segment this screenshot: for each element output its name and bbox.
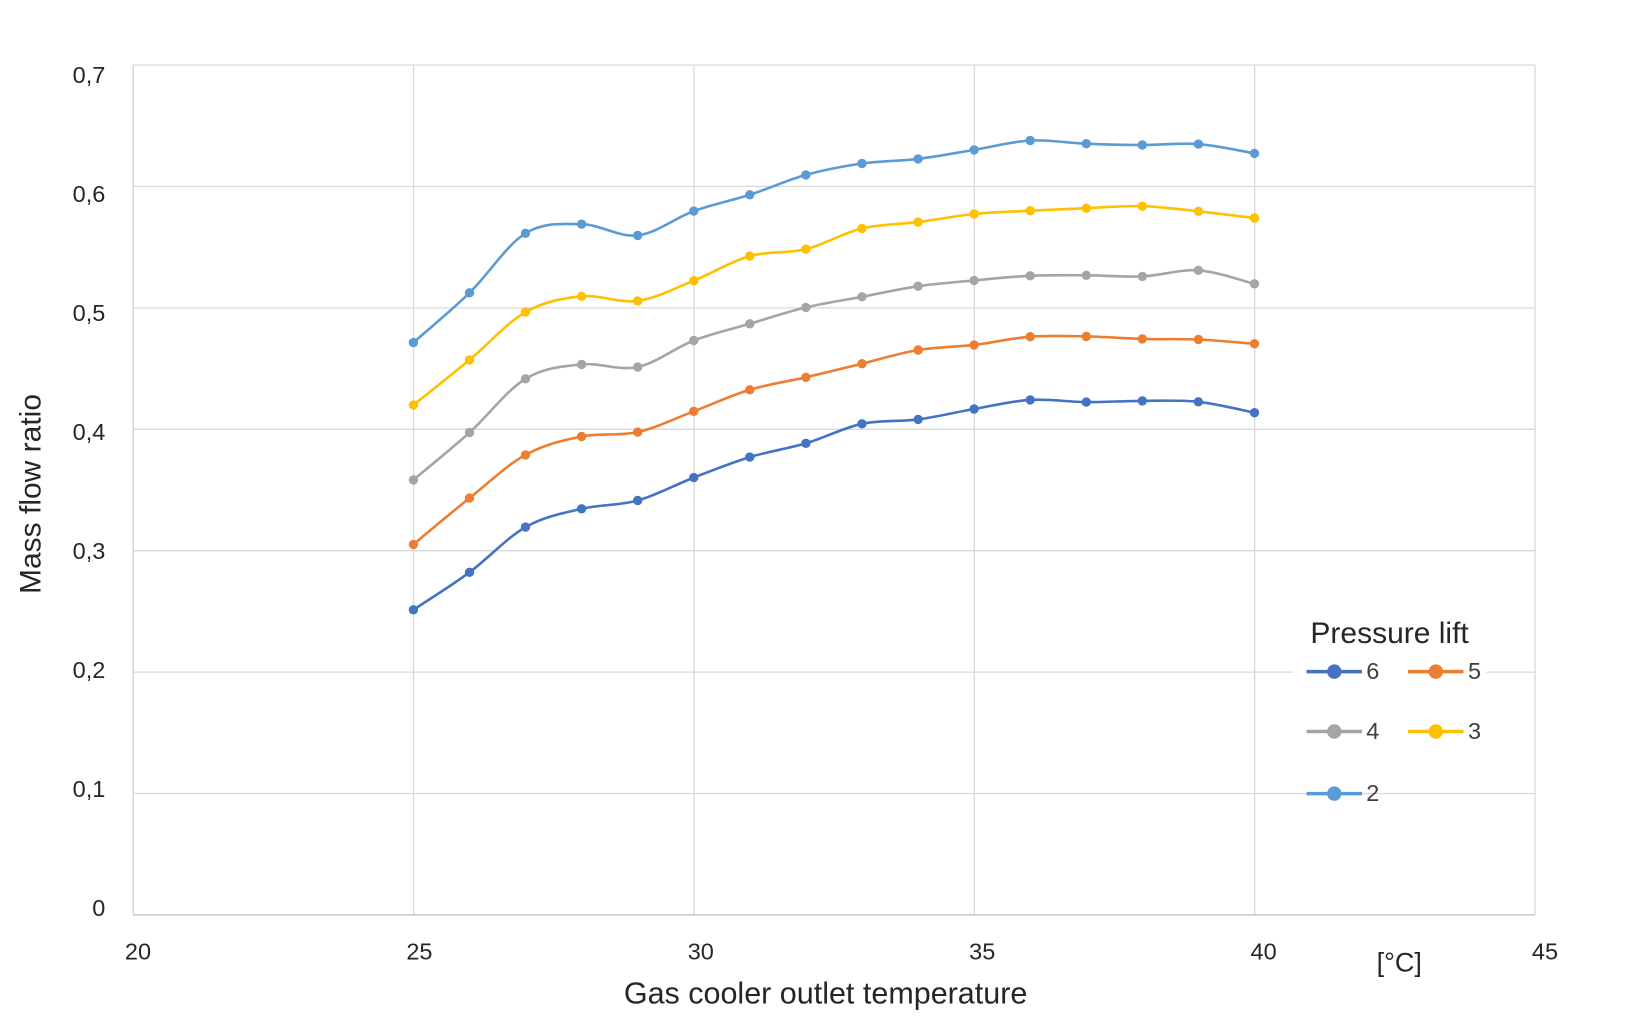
svg-text:20: 20	[125, 939, 151, 965]
svg-text:0,6: 0,6	[73, 181, 106, 207]
svg-text:40: 40	[1251, 939, 1277, 965]
svg-text:2: 2	[1366, 780, 1379, 806]
svg-text:25: 25	[406, 939, 432, 965]
svg-text:5: 5	[1468, 658, 1481, 684]
svg-text:Pressure lift: Pressure lift	[1310, 617, 1469, 650]
svg-text:[°C]: [°C]	[1377, 948, 1422, 978]
svg-text:0,4: 0,4	[73, 419, 106, 445]
svg-text:Gas cooler outlet temperature: Gas cooler outlet temperature	[624, 976, 1028, 1010]
svg-text:0,5: 0,5	[73, 300, 106, 326]
svg-text:Mass flow ratio: Mass flow ratio	[14, 394, 47, 594]
svg-text:3: 3	[1468, 718, 1481, 744]
svg-text:4: 4	[1366, 718, 1379, 744]
svg-text:0,1: 0,1	[73, 776, 106, 802]
svg-text:0,2: 0,2	[73, 657, 106, 683]
svg-text:45: 45	[1532, 939, 1558, 965]
svg-text:6: 6	[1366, 658, 1379, 684]
svg-text:0: 0	[92, 895, 105, 921]
svg-text:0,7: 0,7	[73, 62, 106, 88]
svg-text:35: 35	[969, 939, 995, 965]
svg-text:0,3: 0,3	[73, 538, 106, 564]
svg-text:30: 30	[688, 939, 714, 965]
